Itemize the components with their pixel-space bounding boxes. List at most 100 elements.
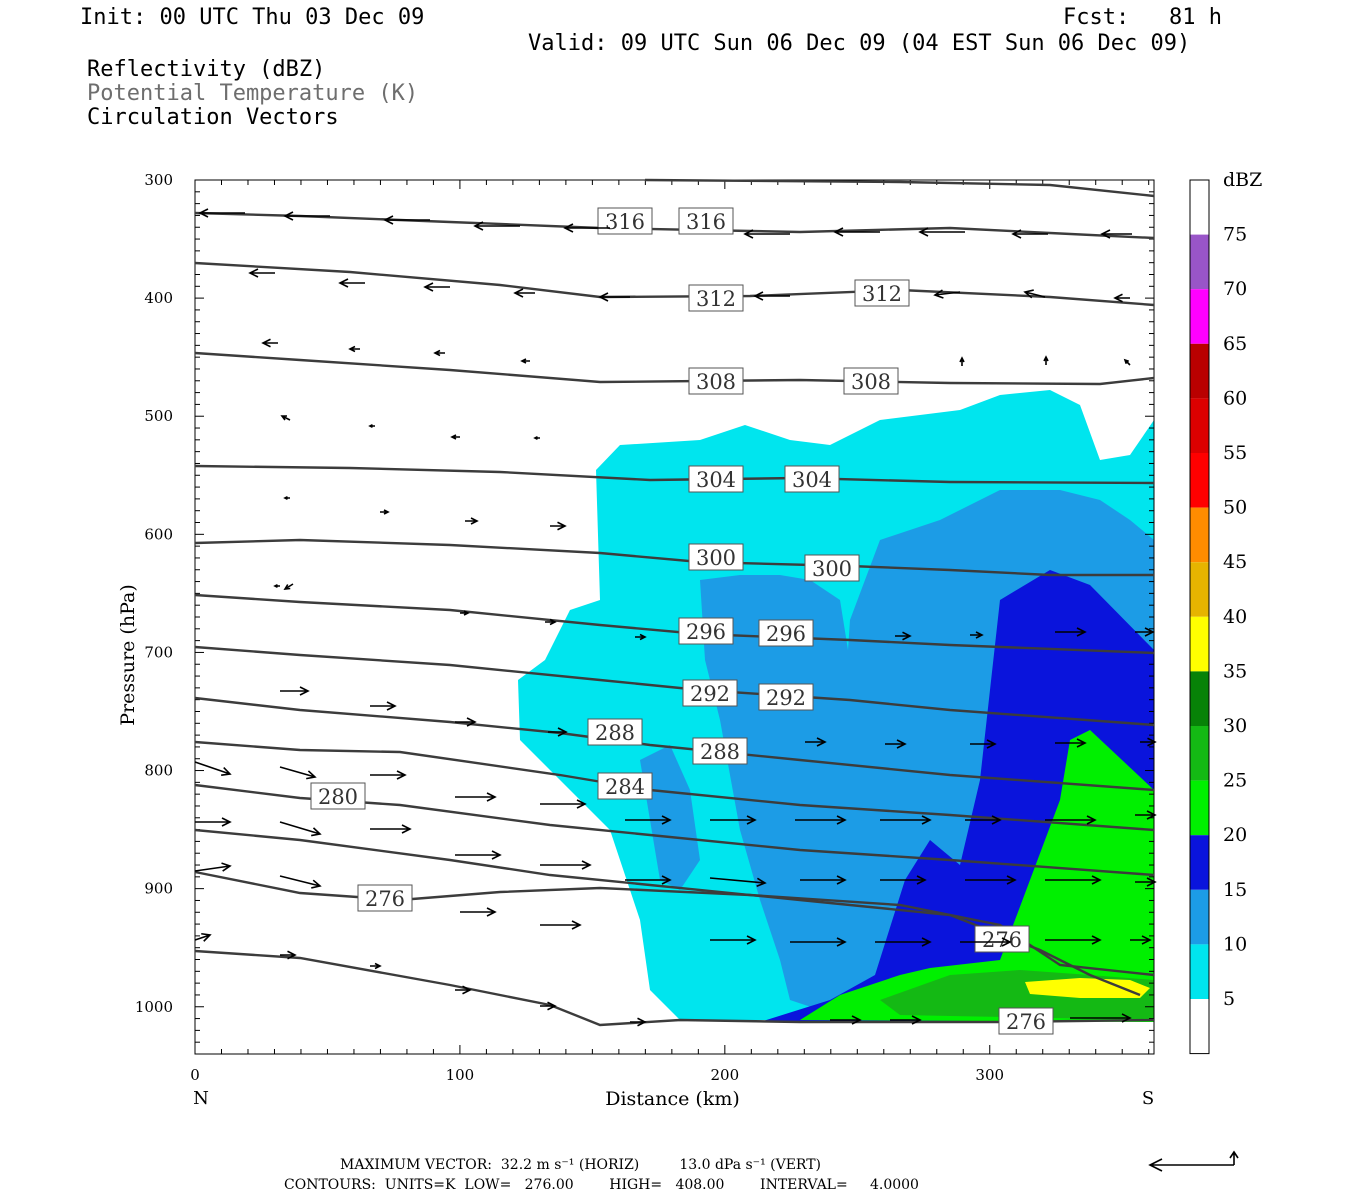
theta-contour xyxy=(194,870,1155,977)
theta-label-box xyxy=(974,925,1030,953)
field-title-reflectivity: Reflectivity (dBZ) xyxy=(87,57,326,82)
axis-ticks-group xyxy=(194,179,1154,1055)
theta-label: 292 xyxy=(766,686,806,710)
colorbar-swatch xyxy=(1190,999,1209,1054)
circulation-vector xyxy=(1135,877,1157,887)
colorbar-level-label: 75 xyxy=(1223,224,1247,246)
circulation-vector xyxy=(1045,935,1102,945)
circulation-vector xyxy=(280,415,291,421)
y-tick-label: 700 xyxy=(144,643,173,661)
circulation-vector xyxy=(280,950,297,960)
circulation-vector xyxy=(960,937,1012,947)
circulation-vector xyxy=(540,1001,557,1011)
circulation-vector xyxy=(513,288,535,298)
reflectivity-region xyxy=(1025,978,1150,998)
circulation-vector xyxy=(283,496,290,500)
circulation-vector xyxy=(1011,229,1048,239)
theta-label-box xyxy=(688,367,744,395)
circulation-vector xyxy=(455,985,472,995)
colorbar-level-label: 10 xyxy=(1223,933,1247,955)
theta-label-box xyxy=(597,207,653,235)
circulation-vector xyxy=(743,229,790,239)
theta-label: 288 xyxy=(595,721,635,745)
theta-label-box xyxy=(998,1007,1054,1035)
theta-label: 296 xyxy=(766,622,806,646)
circulation-vector xyxy=(1135,627,1155,637)
circulation-vector xyxy=(970,631,984,639)
theta-label: 276 xyxy=(982,928,1022,952)
circulation-vector xyxy=(805,737,827,747)
circulation-vector xyxy=(1045,815,1097,825)
theta-label: 280 xyxy=(318,785,358,809)
circulation-vector xyxy=(540,860,592,870)
circulation-vector xyxy=(473,221,520,231)
reflectivity-region xyxy=(640,745,700,890)
circulation-vector xyxy=(465,517,479,525)
colorbar-level-label: 55 xyxy=(1223,442,1247,464)
circulation-vector xyxy=(198,208,245,218)
circulation-vector xyxy=(1055,738,1087,748)
circulation-vector xyxy=(885,739,907,749)
theta-label-box xyxy=(854,279,910,307)
circulation-vector xyxy=(833,227,880,237)
theta-contour xyxy=(194,261,1155,307)
theta-contour xyxy=(194,464,1155,485)
colorbar-level-label: 20 xyxy=(1223,824,1247,846)
circulation-vector xyxy=(630,1017,647,1027)
max-vector-text: MAXIMUM VECTOR: 32.2 m s⁻¹ (HORIZ) 13.0 … xyxy=(340,1157,822,1173)
circulation-vector xyxy=(800,875,847,885)
circulation-vector xyxy=(550,521,567,531)
circulation-vector xyxy=(348,345,360,353)
colorbar-level-label: 15 xyxy=(1223,879,1247,901)
circulation-vector xyxy=(545,618,557,626)
circulation-vector xyxy=(370,770,407,780)
theta-label-box xyxy=(804,554,860,582)
colorbar-swatch xyxy=(1190,944,1209,999)
colorbar-swatch xyxy=(1190,616,1209,672)
theta-label-box xyxy=(682,679,738,707)
theta-label-box xyxy=(310,782,366,810)
circulation-vector xyxy=(280,686,310,696)
theta-label-box xyxy=(688,465,744,493)
colorbar-frame xyxy=(1189,179,1210,1055)
reflectivity-region xyxy=(800,730,1154,1022)
theta-contour xyxy=(194,593,1155,655)
theta-label-box xyxy=(784,465,840,493)
circulation-vector xyxy=(455,792,497,802)
circulation-vector xyxy=(194,761,232,776)
colorbar-level-label: 5 xyxy=(1223,988,1235,1010)
circulation-vector xyxy=(753,291,790,301)
theta-label-box xyxy=(678,207,734,235)
colorbar-swatch xyxy=(1190,234,1209,290)
colorbar-level-label: 50 xyxy=(1223,497,1247,519)
colorbar-swatch xyxy=(1190,780,1209,836)
theta-contour xyxy=(194,828,1141,997)
circulation-vector xyxy=(710,815,757,825)
colorbar-level-label: 25 xyxy=(1223,770,1247,792)
circulation-vector xyxy=(635,633,647,641)
theta-label: 316 xyxy=(686,210,726,234)
contour-info-text: CONTOURS: UNITS=K LOW= 276.00 HIGH= 408.… xyxy=(284,1177,919,1193)
x-tick-label: 100 xyxy=(446,1066,475,1084)
circulation-vector xyxy=(533,436,540,440)
theta-label: 276 xyxy=(1006,1010,1046,1034)
y-tick-label: 400 xyxy=(144,289,173,307)
x-tick-label: 300 xyxy=(975,1066,1004,1084)
reference-vector-icon xyxy=(1148,1150,1239,1172)
colorbar-level-label: 40 xyxy=(1223,606,1247,628)
circulation-vector xyxy=(450,434,460,440)
y-tick-label: 500 xyxy=(144,407,173,425)
theta-contour xyxy=(194,645,1155,727)
colorbar-swatch xyxy=(1190,507,1209,563)
vector-group xyxy=(194,208,1157,1027)
circulation-vector xyxy=(368,424,375,428)
field-title-vectors: Circulation Vectors xyxy=(87,105,339,130)
theta-label-box xyxy=(688,284,744,312)
circulation-vector xyxy=(1130,935,1152,945)
y-axis-label: Pressure (hPa) xyxy=(117,584,139,726)
circulation-vector xyxy=(965,815,1002,825)
colorbar-group xyxy=(1189,179,1210,1055)
theta-label: 300 xyxy=(696,546,736,570)
theta-contour xyxy=(194,211,1155,240)
theta-label: 276 xyxy=(365,887,405,911)
